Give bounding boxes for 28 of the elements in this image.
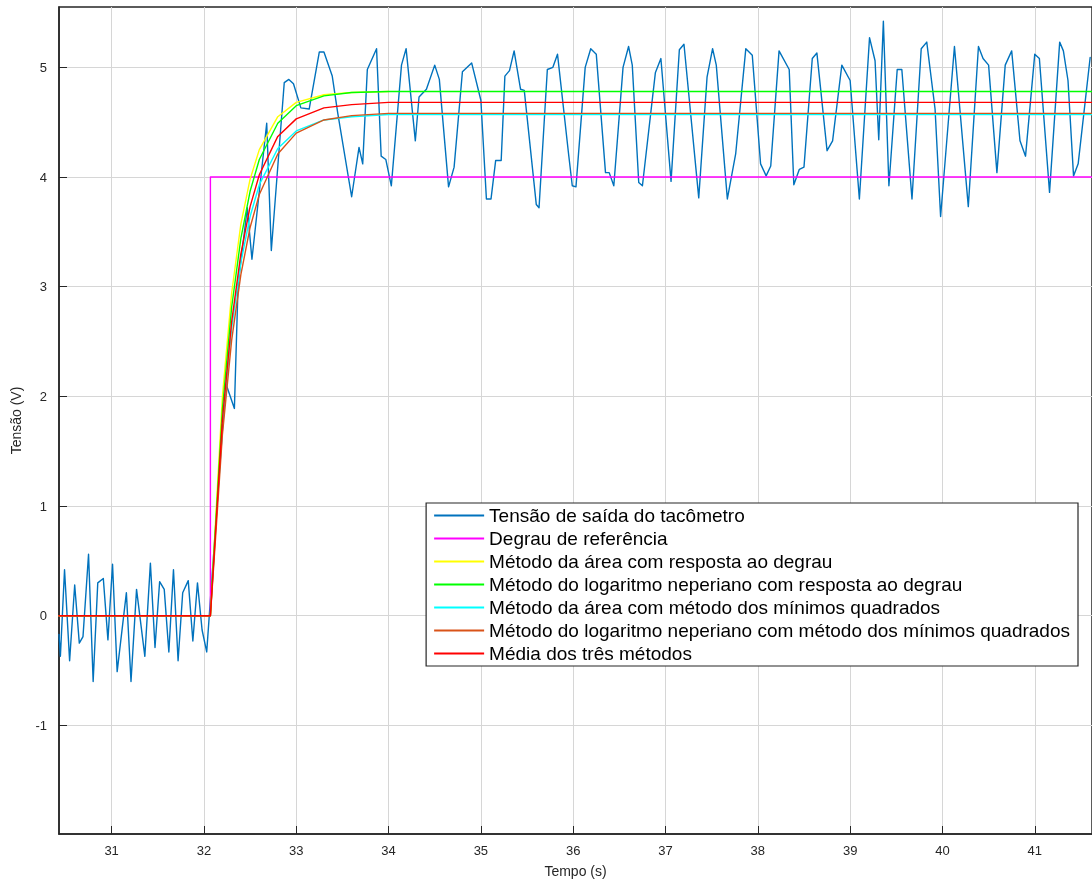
- x-tick-label: 40: [935, 843, 950, 858]
- x-tick-label: 41: [1027, 843, 1042, 858]
- x-tick-label: 38: [750, 843, 766, 858]
- legend-label: Degrau de referência: [489, 528, 669, 549]
- legend-label: Tensão de saída do tacômetro: [489, 505, 745, 526]
- x-tick-label: 32: [196, 843, 212, 858]
- y-axis-title: Tensão (V): [8, 386, 24, 455]
- x-tick-label: 37: [658, 843, 673, 858]
- y-tick-label: -1: [35, 717, 47, 733]
- x-tick-label: 33: [289, 843, 304, 858]
- x-tick-label: 35: [473, 843, 489, 858]
- line-series: [58, 20, 1091, 683]
- legend-label: Média dos três métodos: [489, 643, 692, 664]
- y-tick-label: 4: [39, 169, 47, 185]
- legend-label: Método da área com resposta ao degrau: [489, 551, 833, 572]
- y-tick-label: 1: [39, 498, 47, 514]
- y-tick-label: 5: [39, 59, 47, 75]
- x-tick-label: 36: [565, 843, 581, 858]
- legend-label: Método do logaritmo neperiano com resposta ao degrau: [489, 574, 963, 595]
- y-tick-label: 3: [39, 279, 47, 295]
- x-tick-label: 31: [104, 843, 119, 858]
- x-tick-label: 39: [842, 843, 858, 858]
- y-tick-label: 0: [39, 608, 47, 624]
- y-tick-label: 2: [39, 388, 47, 404]
- legend-label: Método do logaritmo neperiano com método dos mínimos quadrados: [489, 620, 1071, 641]
- x-tick-label: 34: [381, 843, 396, 858]
- legend-label: Método da área com método dos mínimos quadrados: [489, 597, 941, 618]
- x-axis-title: Tempo (s): [544, 863, 607, 879]
